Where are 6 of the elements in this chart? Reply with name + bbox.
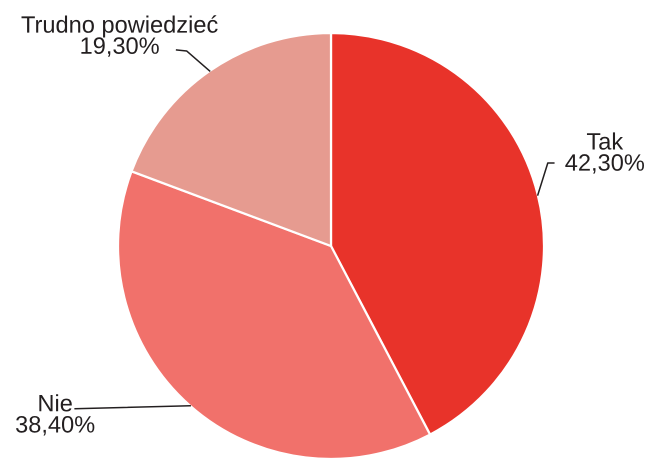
data-label: 38,40% [16,416,94,436]
slice-label: Tak [586,132,624,150]
data-label: 42,30% [565,154,644,174]
data-label: 19,30% [81,37,159,57]
slice-label: Nie [39,394,72,412]
slice-label: Trudno powiedzieć [22,15,218,38]
